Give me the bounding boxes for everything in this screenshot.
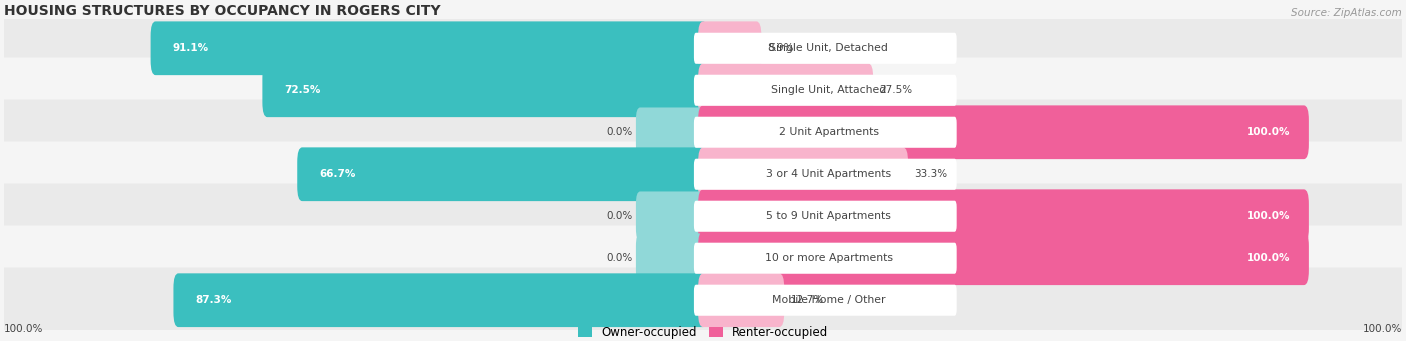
Text: Source: ZipAtlas.com: Source: ZipAtlas.com xyxy=(1291,8,1402,18)
Text: Single Unit, Attached: Single Unit, Attached xyxy=(770,85,886,95)
Text: 0.0%: 0.0% xyxy=(607,127,633,137)
FancyBboxPatch shape xyxy=(699,147,908,201)
FancyBboxPatch shape xyxy=(636,191,707,241)
Text: 12.7%: 12.7% xyxy=(790,295,824,305)
FancyBboxPatch shape xyxy=(0,225,1406,291)
Text: Mobile Home / Other: Mobile Home / Other xyxy=(772,295,886,305)
Legend: Owner-occupied, Renter-occupied: Owner-occupied, Renter-occupied xyxy=(578,326,828,339)
Text: 8.9%: 8.9% xyxy=(768,43,794,53)
Text: 91.1%: 91.1% xyxy=(173,43,208,53)
Text: 0.0%: 0.0% xyxy=(607,211,633,221)
FancyBboxPatch shape xyxy=(0,183,1406,249)
Text: 0.0%: 0.0% xyxy=(607,253,633,263)
FancyBboxPatch shape xyxy=(695,201,956,232)
FancyBboxPatch shape xyxy=(263,63,707,117)
Text: 33.3%: 33.3% xyxy=(914,169,948,179)
Text: HOUSING STRUCTURES BY OCCUPANCY IN ROGERS CITY: HOUSING STRUCTURES BY OCCUPANCY IN ROGER… xyxy=(4,4,441,18)
Text: 100.0%: 100.0% xyxy=(1362,324,1402,334)
Text: 87.3%: 87.3% xyxy=(195,295,232,305)
FancyBboxPatch shape xyxy=(695,243,956,274)
FancyBboxPatch shape xyxy=(0,58,1406,123)
FancyBboxPatch shape xyxy=(699,189,1309,243)
FancyBboxPatch shape xyxy=(695,285,956,316)
FancyBboxPatch shape xyxy=(0,100,1406,165)
FancyBboxPatch shape xyxy=(699,105,1309,159)
FancyBboxPatch shape xyxy=(699,63,873,117)
FancyBboxPatch shape xyxy=(636,234,707,283)
Text: 100.0%: 100.0% xyxy=(1247,127,1291,137)
FancyBboxPatch shape xyxy=(297,147,707,201)
FancyBboxPatch shape xyxy=(150,21,707,75)
FancyBboxPatch shape xyxy=(636,107,707,157)
Text: 27.5%: 27.5% xyxy=(880,85,912,95)
Text: 66.7%: 66.7% xyxy=(319,169,356,179)
Text: 10 or more Apartments: 10 or more Apartments xyxy=(765,253,893,263)
Text: 3 or 4 Unit Apartments: 3 or 4 Unit Apartments xyxy=(766,169,891,179)
FancyBboxPatch shape xyxy=(699,273,785,327)
Text: 72.5%: 72.5% xyxy=(284,85,321,95)
Text: 2 Unit Apartments: 2 Unit Apartments xyxy=(779,127,879,137)
FancyBboxPatch shape xyxy=(699,231,1309,285)
FancyBboxPatch shape xyxy=(173,273,707,327)
FancyBboxPatch shape xyxy=(0,267,1406,333)
Text: 100.0%: 100.0% xyxy=(1247,253,1291,263)
FancyBboxPatch shape xyxy=(0,142,1406,207)
FancyBboxPatch shape xyxy=(695,159,956,190)
Text: 100.0%: 100.0% xyxy=(4,324,44,334)
FancyBboxPatch shape xyxy=(695,117,956,148)
FancyBboxPatch shape xyxy=(695,33,956,64)
Text: 5 to 9 Unit Apartments: 5 to 9 Unit Apartments xyxy=(766,211,891,221)
Text: Single Unit, Detached: Single Unit, Detached xyxy=(769,43,889,53)
FancyBboxPatch shape xyxy=(0,16,1406,81)
Text: 100.0%: 100.0% xyxy=(1247,211,1291,221)
FancyBboxPatch shape xyxy=(699,21,762,75)
FancyBboxPatch shape xyxy=(695,75,956,106)
